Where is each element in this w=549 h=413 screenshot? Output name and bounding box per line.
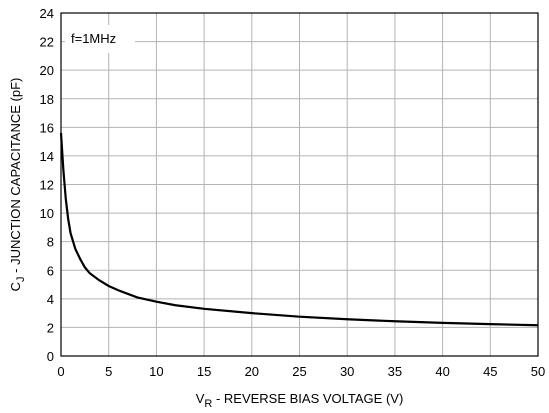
y-tick-label: 4 (47, 292, 54, 307)
x-tick-label: 10 (149, 364, 163, 379)
x-axis-title-rest: - REVERSE BIAS VOLTAGE (V) (212, 391, 403, 406)
x-axis-title-main: V (196, 391, 205, 406)
plot-frame (60, 12, 539, 357)
y-axis-title-rest: - JUNCTION CAPACITANCE (pF) (8, 78, 23, 277)
y-tick-label: 12 (40, 178, 54, 193)
x-axis-ticks: 0 5 10 15 20 25 30 35 40 45 50 (57, 364, 545, 379)
x-tick-label: 15 (197, 364, 211, 379)
x-axis-title-subscript: R (204, 398, 212, 410)
grid (61, 13, 538, 356)
x-tick-label: 40 (435, 364, 449, 379)
x-tick-label: 45 (483, 364, 497, 379)
x-axis-title: VR - REVERSE BIAS VOLTAGE (V) (196, 391, 404, 410)
x-tick-label: 25 (292, 364, 306, 379)
annotation-background (65, 25, 135, 53)
y-axis-title-subscript: J (15, 276, 27, 282)
y-axis-title: CJ - JUNCTION CAPACITANCE (pF) (8, 78, 27, 292)
y-tick-label: 0 (47, 349, 54, 364)
x-tick-label: 30 (340, 364, 354, 379)
x-tick-label: 35 (388, 364, 402, 379)
frequency-annotation: f=1MHz (71, 31, 116, 46)
y-tick-label: 8 (47, 235, 54, 250)
y-tick-label: 20 (40, 63, 54, 78)
x-tick-label: 0 (57, 364, 64, 379)
x-tick-label: 20 (245, 364, 259, 379)
capacitance-curve (59, 132, 539, 327)
x-tick-label: 50 (531, 364, 545, 379)
y-axis-title-main: C (8, 282, 23, 291)
y-tick-label: 18 (40, 92, 54, 107)
y-tick-label: 24 (40, 6, 54, 21)
y-tick-label: 16 (40, 120, 54, 135)
y-tick-label: 14 (40, 149, 54, 164)
x-tick-label: 5 (105, 364, 112, 379)
y-tick-label: 2 (47, 320, 54, 335)
y-tick-label: 10 (40, 206, 54, 221)
annotation-box: f=1MHz (65, 25, 135, 53)
y-tick-label: 22 (40, 35, 54, 50)
y-tick-label: 6 (47, 263, 54, 278)
